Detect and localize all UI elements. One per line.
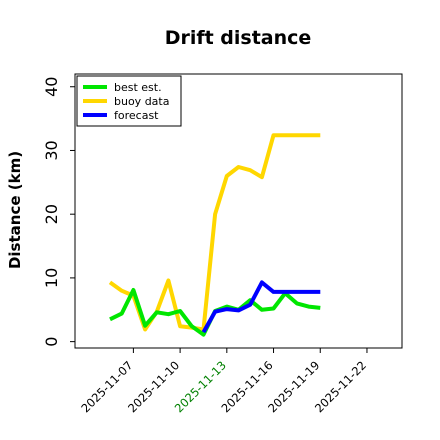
y-tick-label: 10 [42, 268, 61, 288]
y-tick-label: 0 [42, 337, 61, 347]
y-axis-label: Distance (km) [6, 151, 24, 269]
plot-frame [74, 73, 403, 349]
chart-title: Drift distance [165, 27, 312, 49]
legend-label-forecast: forecast [114, 109, 159, 122]
y-tick-label: 20 [42, 204, 61, 224]
series-line-forecast [201, 280, 321, 334]
series-line-buoy-data [108, 133, 321, 332]
legend: best est. buoy data forecast [76, 75, 182, 127]
axis-ticks: 0102030402025-11-072025-11-102025-11-132… [42, 77, 369, 416]
y-tick-label: 40 [42, 77, 61, 97]
series-lines [108, 133, 321, 337]
legend-label-buoy-data: buoy data [114, 95, 169, 108]
legend-label-best-est: best est. [114, 81, 162, 94]
y-tick-label: 30 [42, 140, 61, 160]
